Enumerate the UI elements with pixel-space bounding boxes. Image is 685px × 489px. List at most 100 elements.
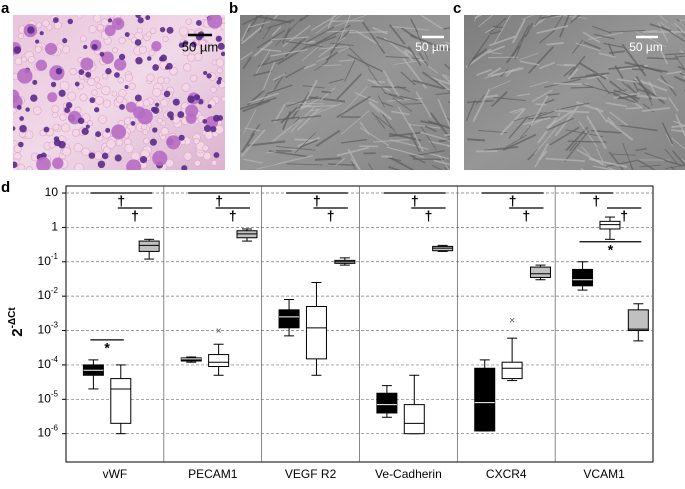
scale-bar-label: 50 µm: [182, 39, 218, 54]
cell-fiber: [467, 139, 485, 140]
y-tick-label: 10-1: [38, 252, 59, 268]
stained-cell: [95, 131, 101, 137]
blood-cell: [42, 20, 49, 27]
stained-cell: [25, 107, 29, 111]
stained-cell: [160, 55, 167, 62]
stained-cell: [147, 56, 152, 61]
blood-cell: [184, 152, 192, 160]
stained-cell: [18, 142, 24, 148]
blood-cell: [88, 78, 96, 86]
stained-cell: [45, 43, 57, 55]
blood-cell: [27, 166, 33, 172]
x-tick-label: CXCR4: [486, 467, 527, 481]
stained-cell: [131, 121, 136, 126]
blood-cell: [139, 46, 146, 53]
stained-cell: [85, 72, 91, 78]
cell-fiber: [571, 87, 594, 88]
stained-cell: [166, 63, 173, 70]
stained-cell: [56, 68, 63, 75]
blood-cell: [143, 100, 150, 107]
blood-cell: [102, 73, 108, 79]
box: [475, 368, 495, 431]
significance-symbol: †: [229, 208, 237, 224]
stained-cell: [80, 57, 93, 70]
y-tick-label-sup: -4: [51, 355, 59, 364]
micrograph-c: [464, 0, 685, 189]
stained-cell: [187, 96, 195, 104]
panel-label: d: [1, 179, 10, 196]
blood-cell: [107, 140, 116, 149]
blood-cell: [160, 99, 168, 107]
stained-cell: [111, 124, 126, 139]
blood-cell: [118, 77, 124, 83]
box: [139, 241, 159, 251]
stained-cell: [218, 43, 225, 50]
stained-cell: [204, 125, 211, 132]
blood-cell: [33, 107, 41, 115]
stained-cell: [40, 31, 44, 35]
cell-fiber: [632, 69, 644, 70]
y-tick-label-base: 10: [38, 426, 52, 440]
significance-symbol: †: [425, 208, 433, 224]
stained-cell: [202, 119, 207, 124]
stained-cell: [78, 117, 85, 124]
cell-fiber: [643, 31, 658, 32]
stained-cell: [150, 139, 157, 146]
x-tick-label: vWF: [103, 467, 128, 481]
blood-cell: [217, 68, 222, 73]
blood-cell: [95, 96, 104, 105]
box: [628, 310, 648, 331]
blood-cell: [62, 147, 70, 155]
outlier: [510, 318, 514, 322]
y-axis-label: 2-ΔCt: [7, 307, 26, 337]
stained-cell: [27, 26, 34, 33]
blood-cell: [67, 92, 75, 100]
stained-cell: [206, 73, 211, 78]
blood-cell: [18, 33, 23, 38]
cell-fiber: [330, 21, 363, 22]
y-tick-label-sup: -5: [51, 389, 59, 398]
stained-cell: [105, 128, 110, 133]
y-tick-label-sup: -1: [51, 252, 59, 261]
stained-cell: [166, 135, 180, 149]
box: [306, 307, 326, 359]
stained-cell: [145, 15, 150, 20]
blood-cell: [161, 135, 166, 140]
blood-cell: [143, 138, 149, 144]
cell-fiber: [322, 92, 332, 93]
blood-cell: [150, 28, 156, 34]
stained-cell: [82, 128, 89, 135]
stained-cell: [179, 135, 185, 141]
significance-symbol: †: [620, 208, 628, 224]
y-tick-label: 10: [45, 185, 59, 199]
significance-symbol: †: [131, 208, 139, 224]
stained-cell: [216, 80, 221, 85]
cell-fiber: [432, 165, 468, 182]
y-tick-label-base: 10: [38, 288, 52, 302]
stained-cell: [135, 57, 142, 64]
stained-cell: [135, 39, 142, 46]
blood-cell: [52, 106, 59, 113]
blood-cell: [74, 143, 83, 152]
panel-label: b: [229, 0, 238, 17]
blood-cell: [116, 139, 123, 146]
stained-cell: [210, 126, 216, 132]
stained-cell: [32, 80, 37, 85]
x-tick-label: VCAM1: [583, 467, 625, 481]
blood-cell: [216, 59, 224, 67]
stained-cell: [151, 41, 161, 51]
blood-cell: [183, 64, 191, 72]
blood-cell: [109, 12, 114, 17]
y-tick-label-sup: -2: [51, 286, 59, 295]
blood-cell: [60, 81, 69, 90]
blood-cell: [101, 86, 110, 95]
scale-bar-label: 50 µm: [629, 40, 663, 54]
stained-cell: [167, 27, 174, 34]
blood-cell: [141, 124, 147, 130]
cell-fiber: [260, 0, 277, 16]
panel-label: a: [1, 0, 10, 17]
stained-cell: [98, 161, 105, 168]
stained-cell: [108, 18, 112, 22]
blood-cell: [161, 127, 169, 135]
